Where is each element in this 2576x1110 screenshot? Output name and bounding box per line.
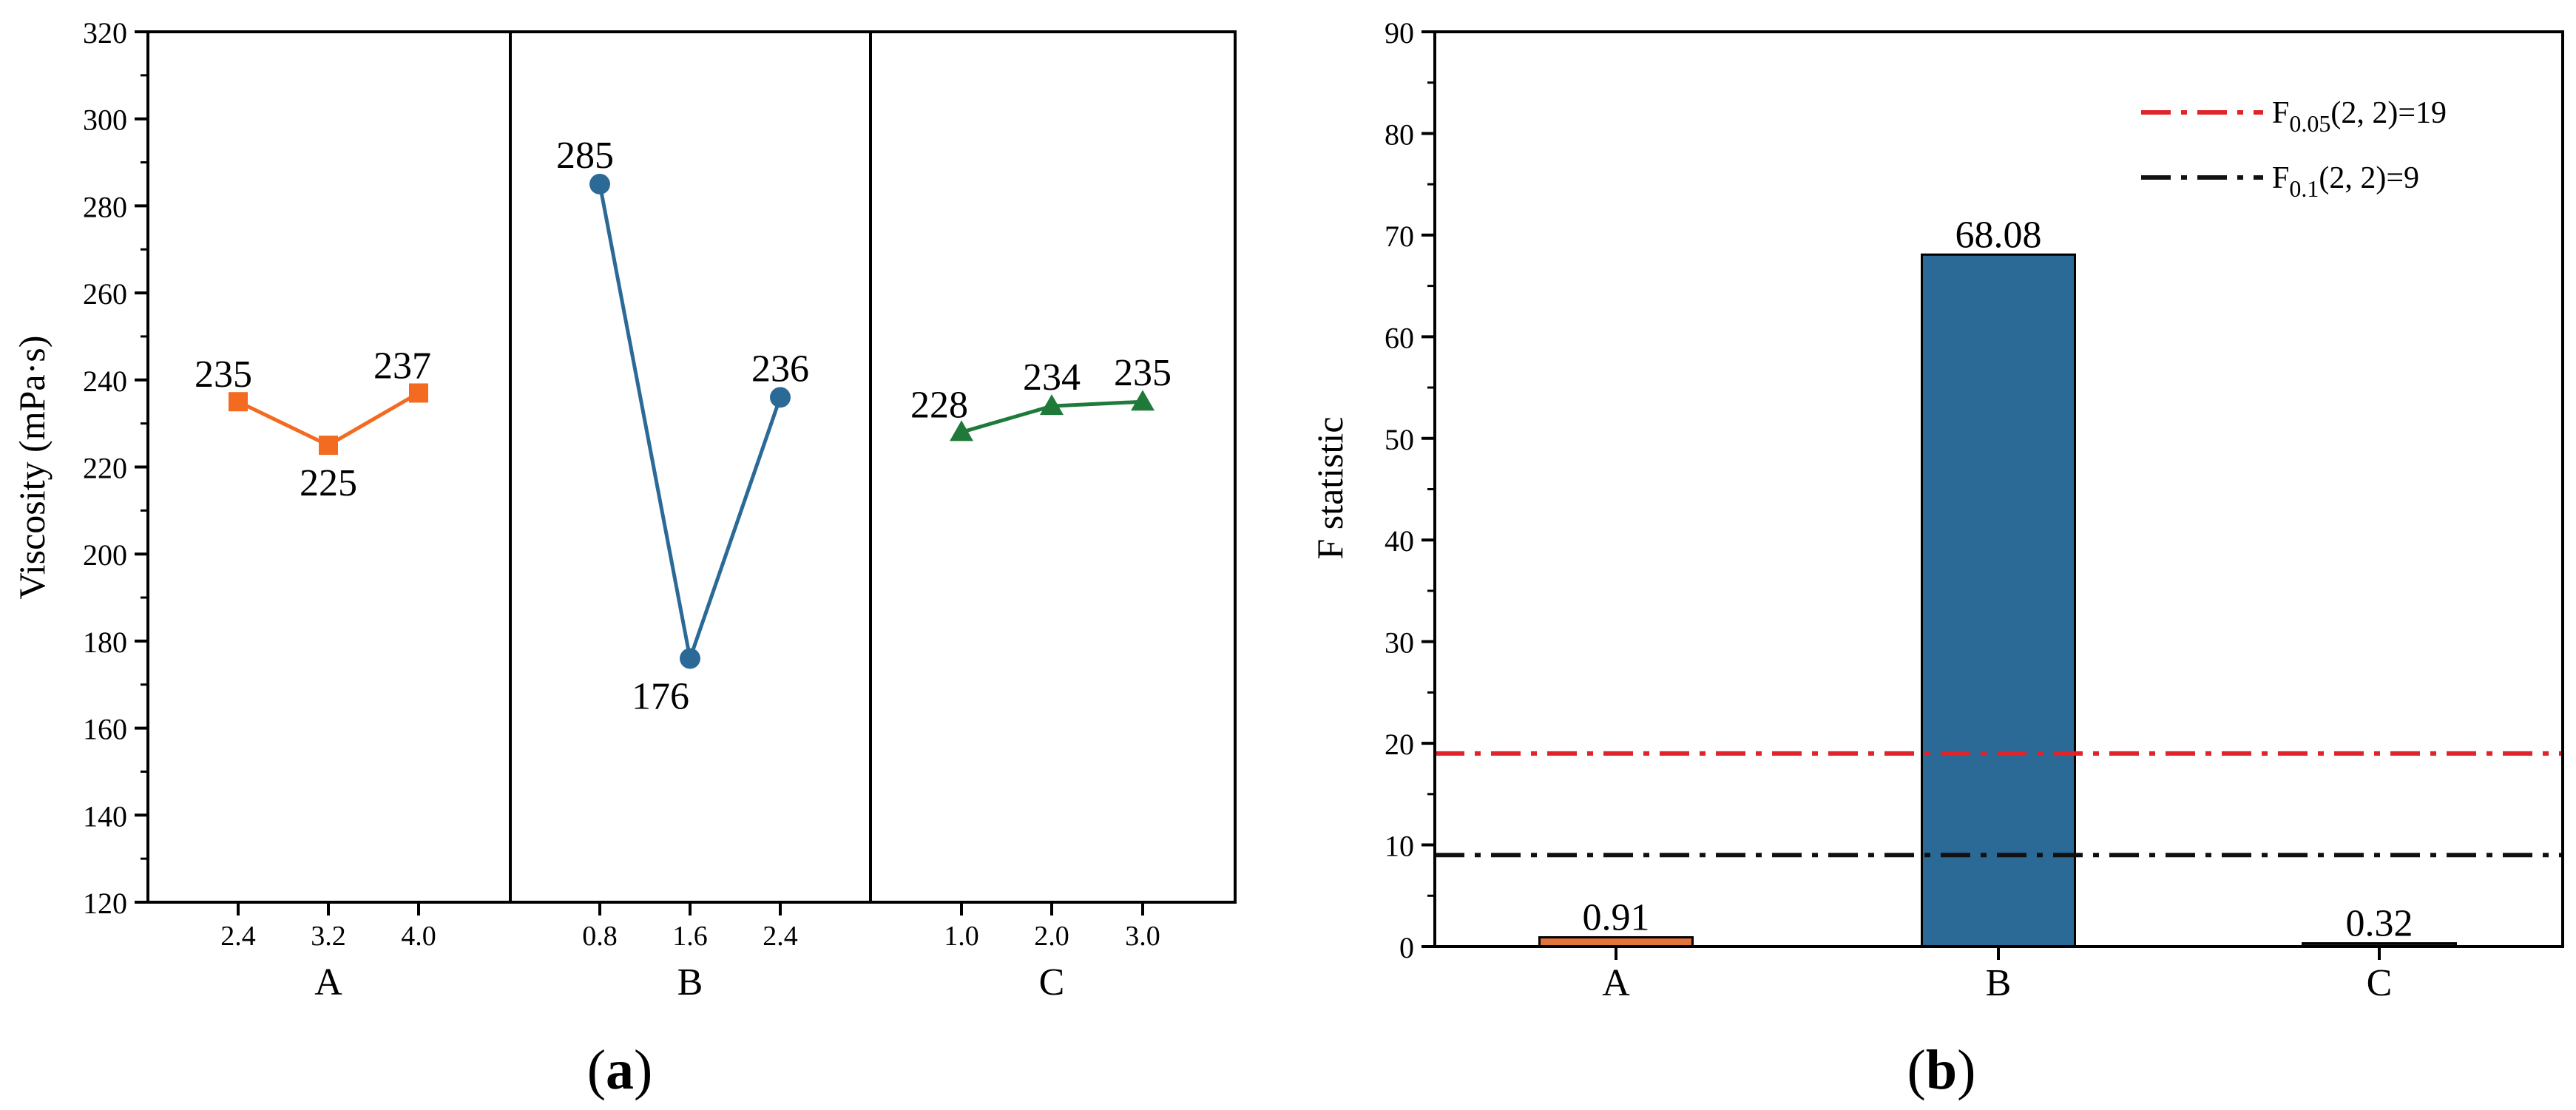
x-tick-label: B	[1986, 962, 2012, 1004]
panel-b-y-axis-label: F statistic	[1309, 416, 1350, 559]
data-point	[589, 173, 610, 194]
data-label: 235	[1114, 352, 1172, 394]
panel-b-reference-lines	[1435, 751, 2563, 858]
y-tick-label: 60	[1385, 321, 1414, 354]
y-tick-label: 160	[83, 713, 127, 746]
x-tick-label: 3.0	[1125, 921, 1160, 952]
bar-data-label: 68.08	[1955, 214, 2042, 256]
x-tick-label: 2.0	[1034, 921, 1069, 952]
series-B: 0.8 1.6 2.4 B 285 176 236	[556, 135, 809, 1004]
panel-a-plot-frame	[146, 30, 1237, 904]
data-label: 225	[300, 462, 357, 504]
y-tick-label: 180	[83, 626, 127, 659]
y-tick-label: 80	[1385, 118, 1414, 151]
x-tick-label: 0.8	[582, 921, 618, 952]
y-tick-label: 260	[83, 277, 127, 311]
x-tick-label: 2.4	[763, 921, 798, 952]
panel-a-series: 2.4 3.2 4.0 A 235 225 237 0.8 1.6 2.4 B 285 176 236 1.…	[195, 135, 1172, 1004]
x-tick-label: 1.6	[672, 921, 708, 952]
x-tick-label: 4.0	[401, 921, 436, 952]
data-label: 285	[556, 135, 614, 177]
y-tick-label: 120	[83, 887, 127, 920]
data-point	[1040, 394, 1064, 416]
panel-b-legend: F0.05(2, 2)=19 F0.1(2, 2)=9	[2141, 96, 2447, 202]
data-point	[680, 648, 700, 669]
data-point	[950, 420, 973, 441]
panel-b-plot-frame	[1433, 30, 2564, 948]
group-axis-label: A	[314, 961, 342, 1004]
data-label: 235	[195, 353, 252, 396]
data-label: 176	[632, 675, 689, 717]
legend-entry: F0.05(2, 2)=19	[2272, 96, 2447, 137]
bar-data-label: 0.32	[2346, 903, 2413, 945]
data-label: 237	[373, 345, 431, 387]
data-point	[1131, 390, 1155, 411]
y-tick-label: 240	[83, 365, 127, 398]
y-tick-label: 20	[1385, 728, 1414, 761]
y-tick-label: 280	[83, 190, 127, 223]
data-point	[319, 436, 338, 456]
y-tick-label: 0	[1399, 931, 1414, 964]
group-axis-label: C	[1039, 961, 1065, 1004]
y-tick-label: 10	[1385, 830, 1414, 863]
x-tick-label: 3.2	[311, 921, 346, 952]
group-axis-label: B	[677, 961, 703, 1004]
series-C: 1.0 2.0 3.0 C 228 234 235	[910, 352, 1172, 1004]
bar-data-label: 0.91	[1583, 896, 1650, 938]
data-point	[770, 387, 791, 408]
y-tick-label: 70	[1385, 220, 1414, 253]
panel-b-label: (b)	[1907, 1039, 1976, 1101]
data-label: 234	[1023, 356, 1081, 399]
panel-b-f-statistic-chart: 0 10 20 30 40 50 60 70 80 90 0.91 A 68.08 B 0.32 C F s…	[1309, 16, 2564, 1101]
y-tick-label: 40	[1385, 524, 1414, 558]
panel-b-bars: 0.91 A 68.08 B 0.32 C	[1538, 214, 2457, 1004]
y-tick-label: 90	[1385, 16, 1414, 50]
data-point	[409, 383, 428, 403]
x-tick-label: 2.4	[220, 921, 256, 952]
y-tick-label: 320	[83, 16, 127, 50]
y-tick-label: 140	[83, 799, 127, 833]
y-tick-label: 200	[83, 538, 127, 572]
panel-a-y-ticks: 120 140 160 180 200 220 240 260 280 300 320	[83, 16, 148, 920]
series-line	[598, 183, 782, 666]
y-tick-label: 50	[1385, 423, 1414, 456]
data-label: 228	[910, 384, 968, 426]
series-A: 2.4 3.2 4.0 A 235 225 237	[195, 345, 436, 1004]
panel-a-viscosity-chart: 120 140 160 180 200 220 240 260 280 300 320 2.4 3.2…	[11, 16, 1237, 1101]
panel-b-y-ticks: 0 10 20 30 40 50 60 70 80 90	[1385, 16, 1435, 964]
panel-a-label: (a)	[587, 1039, 653, 1101]
y-tick-label: 30	[1385, 626, 1414, 660]
legend-entry: F0.1(2, 2)=9	[2272, 161, 2419, 202]
panel-a-y-axis-label: Viscosity (mPa·s)	[11, 336, 53, 600]
data-label: 236	[751, 348, 809, 390]
bar-B	[1921, 253, 2076, 948]
data-point	[229, 392, 248, 412]
y-tick-label: 300	[83, 104, 127, 137]
x-tick-label: 1.0	[944, 921, 979, 952]
x-tick-label: A	[1602, 962, 1630, 1004]
y-tick-label: 220	[83, 452, 127, 485]
x-tick-label: C	[2367, 962, 2393, 1004]
